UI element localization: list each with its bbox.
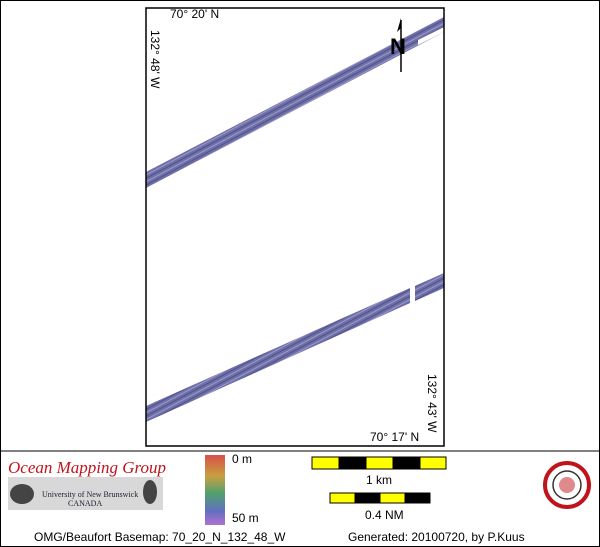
- swath-gap: [418, 27, 444, 45]
- org-name: Ocean Mapping Group: [8, 458, 166, 477]
- country: CANADA: [68, 499, 102, 508]
- swath: [146, 17, 444, 188]
- north-arrow: N: [390, 18, 406, 72]
- swath: [146, 288, 410, 422]
- logo-blob: [10, 484, 34, 504]
- map-frame: [145, 7, 445, 447]
- swaths: [146, 17, 444, 422]
- bottom-lat: 70° 17' N: [370, 430, 419, 444]
- swath: [415, 273, 444, 301]
- km-scale-bar: [311, 456, 447, 470]
- north-label: N: [390, 34, 406, 59]
- basemap-id: OMG/Beaufort Basemap: 70_20_N_132_48_W: [34, 530, 286, 544]
- logo-blob: [143, 480, 157, 504]
- left-lon: 132° 48' W: [148, 30, 162, 89]
- seal-logo: [543, 461, 591, 509]
- right-lon: 132° 43' W: [425, 374, 439, 433]
- nm-scale-bar: [329, 492, 431, 504]
- depth-min: 0 m: [232, 452, 252, 466]
- depth-colorbar: [205, 455, 225, 525]
- top-lat: 70° 20' N: [170, 7, 219, 21]
- generated: Generated: 20100720, by P.Kuus: [348, 530, 525, 544]
- km-label: 1 km: [366, 473, 392, 487]
- university: University of New Brunswick: [42, 490, 138, 499]
- nm-label: 0.4 NM: [365, 508, 404, 522]
- depth-max: 50 m: [232, 511, 259, 525]
